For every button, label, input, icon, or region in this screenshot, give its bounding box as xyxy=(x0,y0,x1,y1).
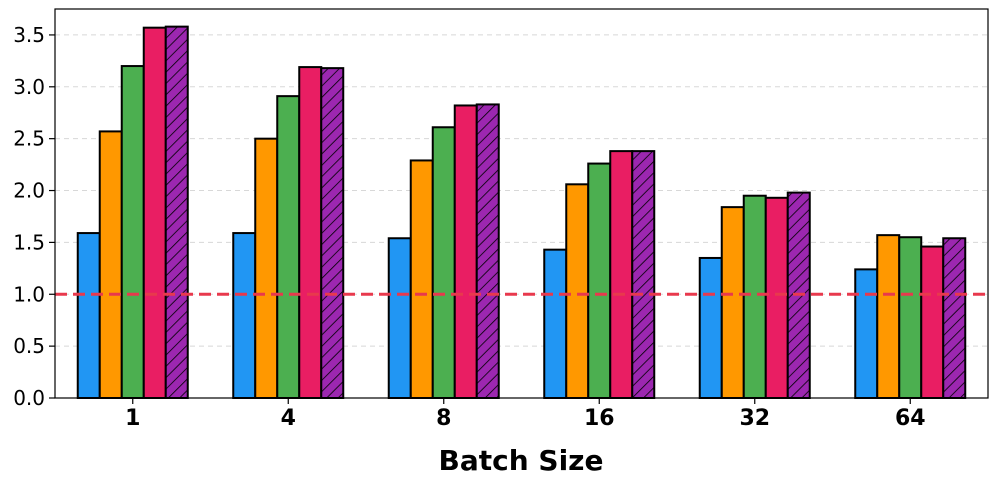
bar-series-4-batch-16 xyxy=(609,150,634,399)
y-tick-label: 3.5 xyxy=(13,23,45,47)
bar-series-4-batch-32 xyxy=(764,196,789,399)
bar-series-5-batch-16 xyxy=(631,150,656,399)
y-tick-label: 3.0 xyxy=(13,75,45,99)
bar-series-1-batch-8 xyxy=(387,237,412,399)
x-tick-label: 16 xyxy=(584,406,615,431)
bar-series-2-batch-8 xyxy=(409,159,434,399)
x-tick-label: 4 xyxy=(281,406,296,431)
bar-series-5-batch-4 xyxy=(320,67,345,400)
y-axis: 0.0 0.5 1.0 1.5 2.0 2.5 3.0 3.5 xyxy=(13,23,55,410)
bar-series-4-batch-8 xyxy=(453,104,478,400)
bar-series-1-batch-64 xyxy=(854,268,879,399)
bar-series-5-batch-64 xyxy=(942,237,967,399)
bar-series-3-batch-8 xyxy=(431,126,456,399)
y-tick-label: 2.5 xyxy=(13,127,45,151)
x-axis-label: Batch Size xyxy=(439,444,604,477)
bar-series-3-batch-32 xyxy=(742,194,767,399)
bar-series-1-batch-1 xyxy=(76,232,101,399)
bar-series-4-batch-1 xyxy=(142,26,167,400)
bar-series-1-batch-32 xyxy=(698,256,723,399)
bar-series-1-batch-4 xyxy=(232,232,257,399)
bar-series-2-batch-32 xyxy=(720,206,745,399)
x-axis: 1 4 8 16 32 64 xyxy=(125,398,926,431)
x-tick-label: 64 xyxy=(895,406,926,431)
bar-series-2-batch-16 xyxy=(565,183,590,399)
grid-lines xyxy=(55,34,988,347)
bars xyxy=(76,25,967,400)
x-tick-label: 1 xyxy=(125,406,140,431)
y-tick-label: 1.0 xyxy=(13,282,45,306)
bar-series-5-batch-8 xyxy=(475,103,500,400)
x-tick-label: 32 xyxy=(739,406,770,431)
bar-series-3-batch-4 xyxy=(276,95,301,400)
y-tick-label: 0.5 xyxy=(13,334,45,358)
bar-series-3-batch-16 xyxy=(587,162,612,399)
bar-series-2-batch-4 xyxy=(254,137,279,400)
bar-series-4-batch-64 xyxy=(920,245,945,399)
y-tick-label: 2.0 xyxy=(13,179,45,203)
bar-series-3-batch-64 xyxy=(898,236,923,399)
bar-series-1-batch-16 xyxy=(543,248,568,399)
bar-series-3-batch-1 xyxy=(120,65,145,399)
bar-series-2-batch-64 xyxy=(876,234,901,399)
bar-series-4-batch-4 xyxy=(298,66,323,399)
plot-area xyxy=(54,8,989,399)
bar-series-5-batch-1 xyxy=(164,25,189,399)
x-tick-label: 8 xyxy=(436,406,451,431)
bar-series-2-batch-1 xyxy=(98,130,123,399)
y-tick-label: 0.0 xyxy=(13,386,45,410)
y-tick-label: 1.5 xyxy=(13,230,45,254)
